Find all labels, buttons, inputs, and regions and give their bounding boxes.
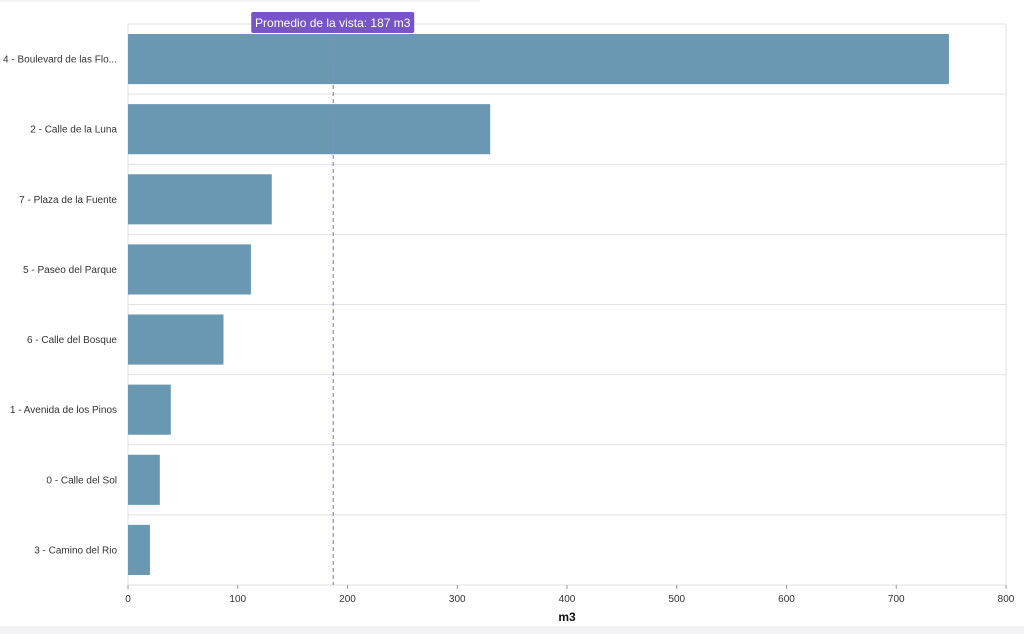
category-label: 2 - Calle de la Luna: [30, 125, 117, 136]
category-label: 1 - Avenida de los Pinos: [10, 405, 117, 416]
top-strip: [0, 0, 480, 2]
x-tick-label: 100: [229, 594, 246, 605]
average-layer: Promedio de la vista: 187 m3: [251, 12, 415, 585]
bar[interactable]: [128, 384, 171, 435]
bar[interactable]: [128, 174, 272, 225]
average-badge: [251, 12, 415, 33]
bar[interactable]: [128, 524, 150, 575]
bottom-strip: [0, 626, 1024, 634]
category-label: 0 - Calle del Sol: [46, 475, 117, 486]
bars-layer: [128, 34, 949, 575]
category-label: 7 - Plaza de la Fuente: [19, 195, 117, 206]
labels-layer: 0 100 200 300 400 500 600 700 800 4 - Boulevard d…: [3, 55, 1015, 605]
bar[interactable]: [128, 454, 160, 505]
bar[interactable]: [128, 314, 224, 365]
category-label: 5 - Paseo del Parque: [23, 265, 117, 276]
category-label: 4 - Boulevard de las Flo...: [3, 55, 117, 66]
x-axis-title: m3: [558, 610, 576, 624]
bar[interactable]: [128, 104, 491, 155]
x-tick-label: 300: [449, 594, 466, 605]
x-tick-label: 800: [998, 594, 1015, 605]
average-label: Promedio de la vista: 187 m3: [255, 16, 411, 30]
x-tick-label: 600: [778, 594, 795, 605]
category-label: 3 - Camino del Rio: [34, 545, 117, 556]
x-tick-label: 500: [668, 594, 685, 605]
x-tick-label: 200: [339, 594, 356, 605]
bar[interactable]: [128, 34, 949, 85]
bar[interactable]: [128, 244, 251, 295]
x-tick-label: 0: [125, 594, 131, 605]
x-tick-label: 700: [888, 594, 905, 605]
x-tick-label: 400: [559, 594, 576, 605]
category-label: 6 - Calle del Bosque: [27, 335, 117, 346]
